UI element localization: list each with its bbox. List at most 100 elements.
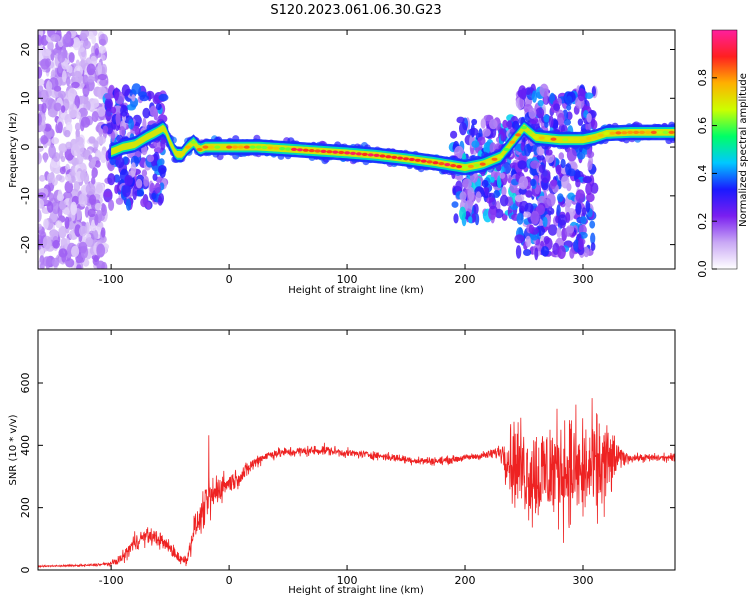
noise-cell [454,145,464,160]
noise-cell [542,216,548,228]
ridge-hotspot [656,130,663,134]
noise-cell [157,159,163,167]
noise-cell [115,112,121,126]
noise-cell [477,136,486,146]
noise-cell [515,245,522,259]
noise-cell [490,176,495,183]
noise-cell [540,246,550,257]
y-tick-label: 20 [19,43,32,57]
noise-cell [590,119,598,130]
ridge-hotspot [379,154,386,158]
noise-cell [39,262,45,269]
noise-cell [100,227,106,238]
noise-cell [158,93,169,102]
noise-cell [524,202,534,214]
ridge-hotspot [479,162,486,166]
noise-cell [43,218,49,230]
noise-cell [50,34,61,42]
noise-cell [41,102,47,114]
noise-cell [59,200,67,211]
noise-cell [71,81,80,89]
y-tick-label: 10 [19,91,32,105]
noise-cell [583,246,590,258]
noise-cell [115,197,124,205]
noise-cell [47,172,54,184]
noise-cell [132,186,137,201]
noise-cell [51,257,60,268]
noise-cell [489,118,498,130]
ridge-hotspot [296,148,303,152]
ridge-hotspot [267,146,274,150]
noise-cell [516,212,524,225]
noise-cell [456,116,465,124]
noise-cell [64,174,72,181]
ridge-hotspot [178,152,185,156]
noise-cell [57,90,66,99]
noise-cell [502,119,508,129]
noise-cell [91,171,97,178]
snr-x-axis-label: Height of straight line (km) [288,585,424,596]
x-tick-label: 100 [337,574,358,587]
snr-series-line [38,398,675,569]
noise-cell [557,214,568,226]
noise-cell [585,192,595,203]
noise-cell [76,151,84,165]
noise-cell [38,34,43,46]
noise-cell [482,128,491,137]
noise-cell [89,194,97,206]
ridge-hotspot [585,136,592,141]
ridge-hotspot [509,140,516,144]
ridge-hotspot [515,133,522,137]
noise-cell [78,241,88,253]
noise-cell [78,193,88,207]
noise-cell [68,52,75,63]
noise-cell [68,104,78,118]
noise-cell [135,178,143,189]
ridge-hotspot [302,148,309,152]
ridge-hotspot [532,135,539,139]
noise-cell [520,141,525,152]
noise-cell [545,152,555,164]
noise-cell [55,220,63,229]
noise-cell [39,248,45,258]
noise-cell [65,141,73,150]
noise-cell [38,234,44,247]
noise-cell [468,127,479,136]
ridge-hotspot [627,130,634,134]
ridge-hotspot [633,130,640,134]
noise-cell [560,158,566,169]
noise-cell [57,51,66,63]
ridge-hotspot [214,145,221,149]
x-tick-label: 200 [455,574,476,587]
noise-cell [590,242,596,251]
noise-cell [575,189,586,204]
noise-cell [506,120,513,130]
x-tick-label: 0 [226,574,233,587]
noise-cell [566,95,573,107]
spectrogram-x-axis-label: Height of straight line (km) [288,285,424,296]
noise-cell [95,183,103,194]
noise-cell [589,220,596,229]
noise-cell [43,152,48,163]
noise-cell [70,188,79,199]
noise-cell [550,179,558,187]
noise-cell [459,191,467,202]
noise-cell [113,174,121,183]
ridge-hotspot [609,131,616,135]
ridge-hotspot [497,155,504,159]
colorbar-tick-label: 0.0 [696,260,709,278]
ridge-hotspot [456,165,463,169]
y-tick-label: -20 [19,236,32,254]
ridge-hotspot [450,164,457,168]
noise-cell [453,213,459,224]
ridge-hotspot [208,145,215,149]
noise-cell [501,213,508,221]
ridge-hotspot [196,147,203,152]
ridge-hotspot [261,145,268,150]
noise-cell [590,232,596,245]
noise-cell [488,207,497,220]
noise-cell [97,61,102,76]
ridge-hotspots [178,126,675,170]
ridge-band [111,124,675,171]
ridge-hotspot [184,145,191,149]
